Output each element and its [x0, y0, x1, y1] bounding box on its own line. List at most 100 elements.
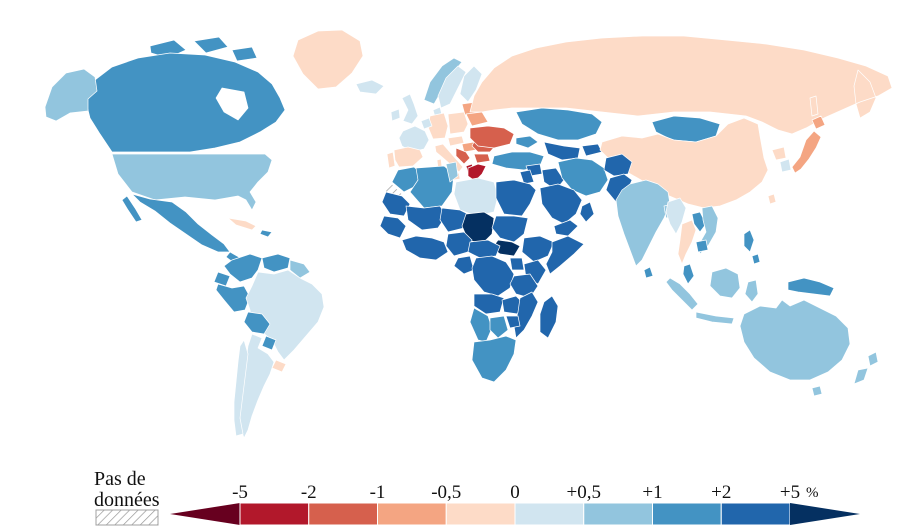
legend-tick-8: +5 — [780, 482, 800, 503]
region-peru — [215, 283, 251, 313]
region-new-zealand — [853, 351, 879, 385]
region-benelux — [420, 117, 433, 130]
legend-segment-7 — [720, 502, 791, 526]
region-guyanas — [289, 259, 311, 279]
world-map — [44, 29, 892, 438]
region-dr-congo — [471, 255, 515, 297]
region-usa — [111, 153, 273, 211]
legend-tick-3: -0,5 — [431, 482, 461, 503]
region-saudi-arabia — [539, 183, 583, 225]
legend-segment-4 — [514, 502, 585, 526]
region-baja-california — [121, 195, 143, 223]
no-data-label-line2: données — [94, 489, 160, 511]
region-hispaniola — [259, 229, 273, 238]
region-norway — [423, 57, 463, 105]
region-sumatra — [665, 277, 699, 311]
region-ukraine — [469, 125, 515, 149]
region-bulgaria — [473, 153, 491, 164]
region-spain — [393, 146, 424, 168]
region-yemen — [553, 219, 579, 237]
region-sri-lanka — [643, 266, 654, 279]
region-cuba — [227, 217, 257, 231]
legend-segment-5 — [583, 502, 653, 526]
region-finland — [459, 65, 483, 103]
region-chad — [461, 211, 495, 245]
region-papua-new-guinea — [787, 277, 835, 297]
region-france — [398, 125, 430, 153]
region-thailand — [677, 219, 697, 265]
region-united-kingdom — [401, 93, 419, 125]
region-malaysia — [682, 263, 695, 285]
region-cameroon-central-african-republic — [467, 239, 501, 259]
region-alaska — [44, 68, 98, 122]
region-angola — [473, 293, 505, 315]
region-caucasus — [515, 135, 539, 149]
region-australia — [739, 299, 851, 397]
region-java — [695, 311, 735, 325]
region-botswana — [489, 315, 509, 339]
legend-segment-1 — [308, 502, 378, 526]
region-uganda — [509, 257, 525, 271]
legend-segment-6 — [652, 502, 722, 526]
legend-arrow-left — [170, 503, 240, 525]
region-taiwan — [767, 193, 777, 205]
region-iceland — [355, 79, 385, 95]
region-greece — [467, 163, 487, 182]
legend-segment-2 — [377, 502, 447, 526]
region-madagascar — [539, 295, 559, 339]
region-paraguay — [261, 335, 277, 351]
region-north-korea — [771, 146, 787, 161]
region-egypt — [495, 179, 537, 217]
region-somalia — [545, 235, 585, 275]
region-ethiopia — [521, 235, 555, 263]
region-portugal — [386, 151, 396, 169]
region-india — [615, 179, 671, 267]
legend-tick-7: +2 — [711, 482, 731, 503]
region-colombia — [223, 253, 263, 283]
legend-segment-3 — [445, 502, 516, 526]
region-bolivia — [243, 311, 271, 335]
region-congo-gabon — [453, 255, 475, 275]
region-iran — [557, 157, 609, 197]
legend-arrow-right — [790, 503, 860, 525]
legend: Pas de données -5 -2 -1 -0,5 0 +0,5 +1 +… — [94, 468, 860, 526]
region-south-korea — [779, 158, 792, 173]
legend-tick-6: +1 — [642, 482, 662, 503]
region-western-balkans — [455, 147, 471, 165]
region-oman — [579, 201, 595, 223]
region-china — [599, 117, 769, 209]
region-myanmar — [665, 197, 687, 235]
legend-tick-2: -1 — [370, 482, 386, 503]
region-belarus — [465, 111, 489, 127]
region-senegal-guinea — [379, 215, 407, 239]
region-sweden — [437, 65, 467, 109]
region-west-africa-coast — [401, 235, 449, 261]
legend-unit: % — [806, 485, 819, 501]
no-data-label-line1: Pas de — [94, 468, 146, 490]
region-ireland — [390, 108, 401, 122]
region-sulawesi — [744, 279, 759, 303]
region-sudan — [491, 215, 529, 243]
region-borneo — [709, 267, 741, 299]
region-venezuela — [261, 253, 291, 273]
region-uruguay — [271, 359, 287, 373]
region-brazil — [245, 269, 325, 361]
region-poland — [447, 111, 469, 135]
legend-tick-4: 0 — [510, 482, 520, 503]
region-libya — [453, 177, 499, 217]
region-chile — [233, 339, 249, 437]
region-greenland — [292, 29, 364, 90]
legend-segment-0 — [239, 502, 310, 526]
region-japan — [791, 115, 826, 174]
legend-tick-0: -5 — [232, 482, 248, 503]
no-data-swatch — [95, 509, 159, 526]
region-central-europe — [447, 135, 465, 147]
region-afghanistan — [603, 153, 633, 177]
region-philippines — [743, 229, 761, 265]
region-mauritania — [381, 191, 411, 217]
legend-tick-5: +0,5 — [567, 482, 601, 503]
region-south-africa — [471, 335, 517, 383]
region-tunisia — [445, 161, 459, 183]
region-levant — [519, 169, 535, 185]
